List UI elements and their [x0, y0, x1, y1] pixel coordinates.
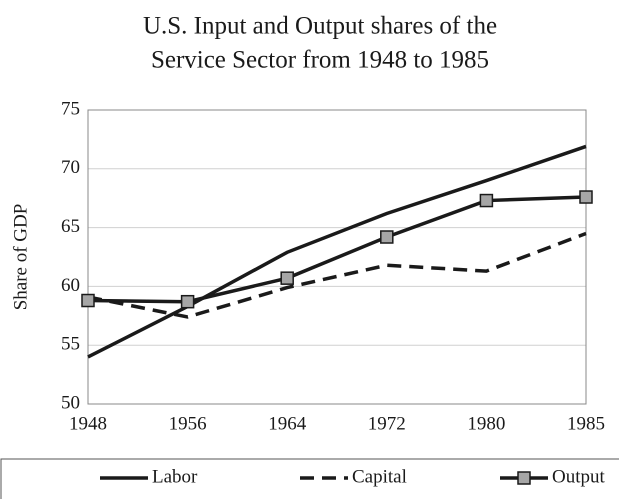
marker: [280, 271, 294, 285]
y-axis-label: Share of GDP: [10, 204, 31, 311]
y-tick-label: 65: [61, 216, 80, 237]
chart-title: U.S. Input and Output shares of the: [143, 13, 497, 40]
marker: [81, 293, 95, 308]
y-tick-label: 70: [61, 157, 80, 178]
legend-label: Capital: [352, 466, 407, 487]
marker: [579, 190, 593, 204]
series-line: [87, 231, 587, 319]
series-line: [87, 144, 587, 359]
marker: [479, 193, 494, 208]
y-tick-label: 50: [61, 392, 80, 413]
series-line: [87, 195, 587, 304]
legend-marker: [517, 471, 531, 485]
marker: [180, 294, 195, 309]
x-tick-label: 1985: [567, 413, 605, 434]
legend-label: Labor: [152, 466, 198, 487]
y-tick-label: 75: [61, 98, 80, 119]
legend-box: [0, 458, 619, 499]
marker: [380, 230, 394, 244]
x-tick-label: 1964: [268, 413, 307, 434]
plot-border: [87, 109, 587, 405]
x-tick-label: 1972: [368, 413, 406, 434]
legend-label: Output: [552, 466, 606, 487]
y-tick-label: 55: [61, 334, 80, 355]
y-tick-label: 60: [61, 275, 80, 296]
x-tick-label: 1956: [169, 413, 207, 434]
chart-title: Service Sector from 1948 to 1985: [151, 47, 489, 74]
x-tick-label: 1948: [69, 413, 107, 434]
x-tick-label: 1980: [467, 413, 505, 434]
